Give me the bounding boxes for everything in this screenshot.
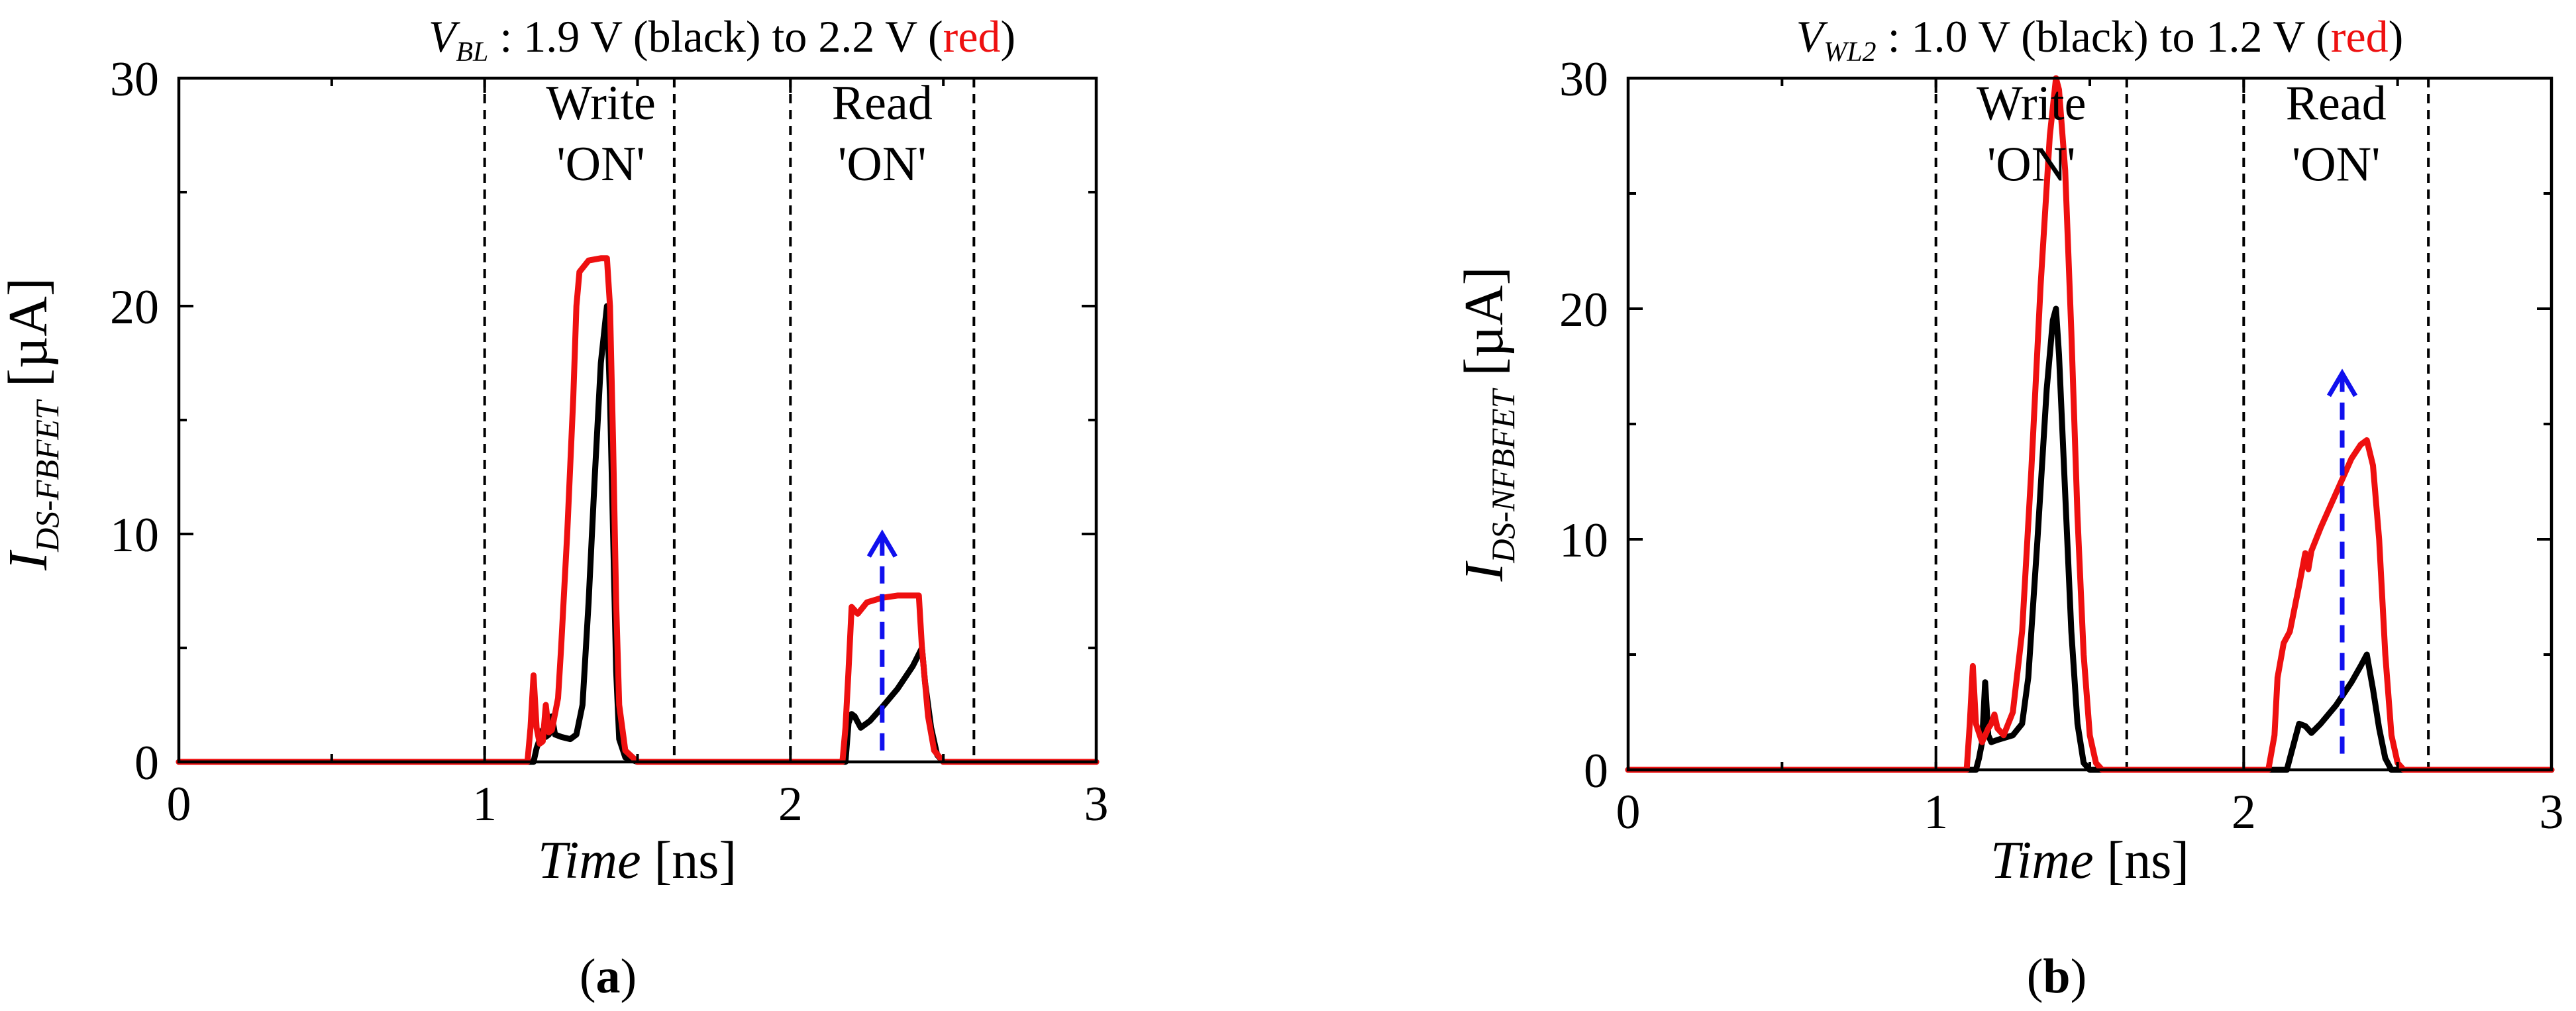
increase-arrow-head <box>2327 368 2358 398</box>
x-axis-unit: [ns] <box>641 831 737 890</box>
y-axis-label: IDS-FBFET [µA] <box>0 278 66 571</box>
panel-caption: (a) <box>580 949 637 1004</box>
title-variable: V <box>429 11 461 62</box>
x-tick-label: 2 <box>778 777 803 831</box>
y-tick-label: 20 <box>1559 283 1608 337</box>
y-tick-label: 0 <box>134 736 159 790</box>
x-tick-label: 3 <box>1084 777 1109 831</box>
caption-paren-open: ( <box>2027 949 2043 1004</box>
x-axis-variable: Time <box>538 831 641 890</box>
x-tick-label: 1 <box>472 777 497 831</box>
annotation-line: 'ON' <box>1987 138 2076 192</box>
title-text-end: ) <box>1001 11 1016 62</box>
caption-paren-close: ) <box>2071 949 2087 1004</box>
title-text: : 1.9 V (black) to 2.2 V ( <box>488 11 943 62</box>
plot-frame <box>1626 76 2553 772</box>
annotation-line: Write <box>546 76 656 131</box>
x-tick-label: 3 <box>2540 785 2564 839</box>
y-tick-label: 30 <box>1559 52 1608 107</box>
title-red-word: red <box>2331 11 2389 62</box>
title-text-end: ) <box>2389 11 2404 62</box>
x-axis-label: Time [ns] <box>538 831 737 890</box>
y-tick-label: 10 <box>110 508 159 562</box>
title-variable-subscript: BL <box>456 37 488 68</box>
y-axis-unit: [µA] <box>1453 266 1515 390</box>
series-red-line <box>176 255 1100 765</box>
series-black-line <box>176 303 1100 765</box>
x-axis-unit: [ns] <box>2094 831 2189 890</box>
x-tick-label: 0 <box>1616 785 1641 839</box>
y-tick-label: 30 <box>110 52 159 107</box>
caption-paren-close: ) <box>621 949 637 1004</box>
x-tick-label: 2 <box>2232 785 2256 839</box>
title-red-word: red <box>943 11 1001 62</box>
annotation-line: 'ON' <box>2292 138 2381 192</box>
chart-title: VBL : 1.9 V (black) to 2.2 V (red) <box>429 11 1015 68</box>
annotation-line: Read <box>2286 77 2387 131</box>
read-on-label: Read 'ON' <box>2286 77 2387 192</box>
caption-letter: a <box>596 949 621 1004</box>
title-text: : 1.0 V (black) to 1.2 V ( <box>1877 11 2331 62</box>
x-tick-label: 1 <box>1924 785 1948 839</box>
x-axis-label: Time [ns] <box>1990 831 2189 890</box>
y-axis-unit: [µA] <box>0 278 59 401</box>
y-axis-subscript: DS-NFBFET <box>1484 388 1521 563</box>
chart-title: VWL2 : 1.0 V (black) to 1.2 V (red) <box>1796 11 2404 68</box>
increase-arrow-head <box>866 529 898 558</box>
annotation-line: Read <box>832 76 933 131</box>
y-tick-label: 10 <box>1559 513 1608 568</box>
series-red-line <box>1625 75 2555 773</box>
annotation-line: 'ON' <box>838 137 927 191</box>
caption-paren-open: ( <box>580 949 596 1004</box>
annotation-line: 'ON' <box>556 137 645 191</box>
annotation-line: Write <box>1977 77 2087 131</box>
series-black-line <box>1625 305 2555 773</box>
y-axis-variable: I <box>0 549 59 571</box>
y-axis-subscript: DS-FBFET <box>28 399 66 553</box>
y-axis-variable: I <box>1453 560 1515 582</box>
y-tick-label: 20 <box>110 280 159 335</box>
y-axis-label: IDS-NFBFET [µA] <box>1453 266 1521 582</box>
y-tick-label: 0 <box>1584 744 1608 798</box>
title-variable: V <box>1796 11 1829 62</box>
write-on-label: Write 'ON' <box>546 76 656 191</box>
panel-caption: (b) <box>2027 949 2087 1004</box>
x-axis-variable: Time <box>1990 831 2094 890</box>
x-tick-label: 0 <box>167 777 191 831</box>
caption-letter: b <box>2043 949 2070 1004</box>
read-on-label: Read 'ON' <box>832 76 933 191</box>
write-on-label: Write 'ON' <box>1977 77 2087 192</box>
title-variable-subscript: WL2 <box>1824 37 1876 68</box>
